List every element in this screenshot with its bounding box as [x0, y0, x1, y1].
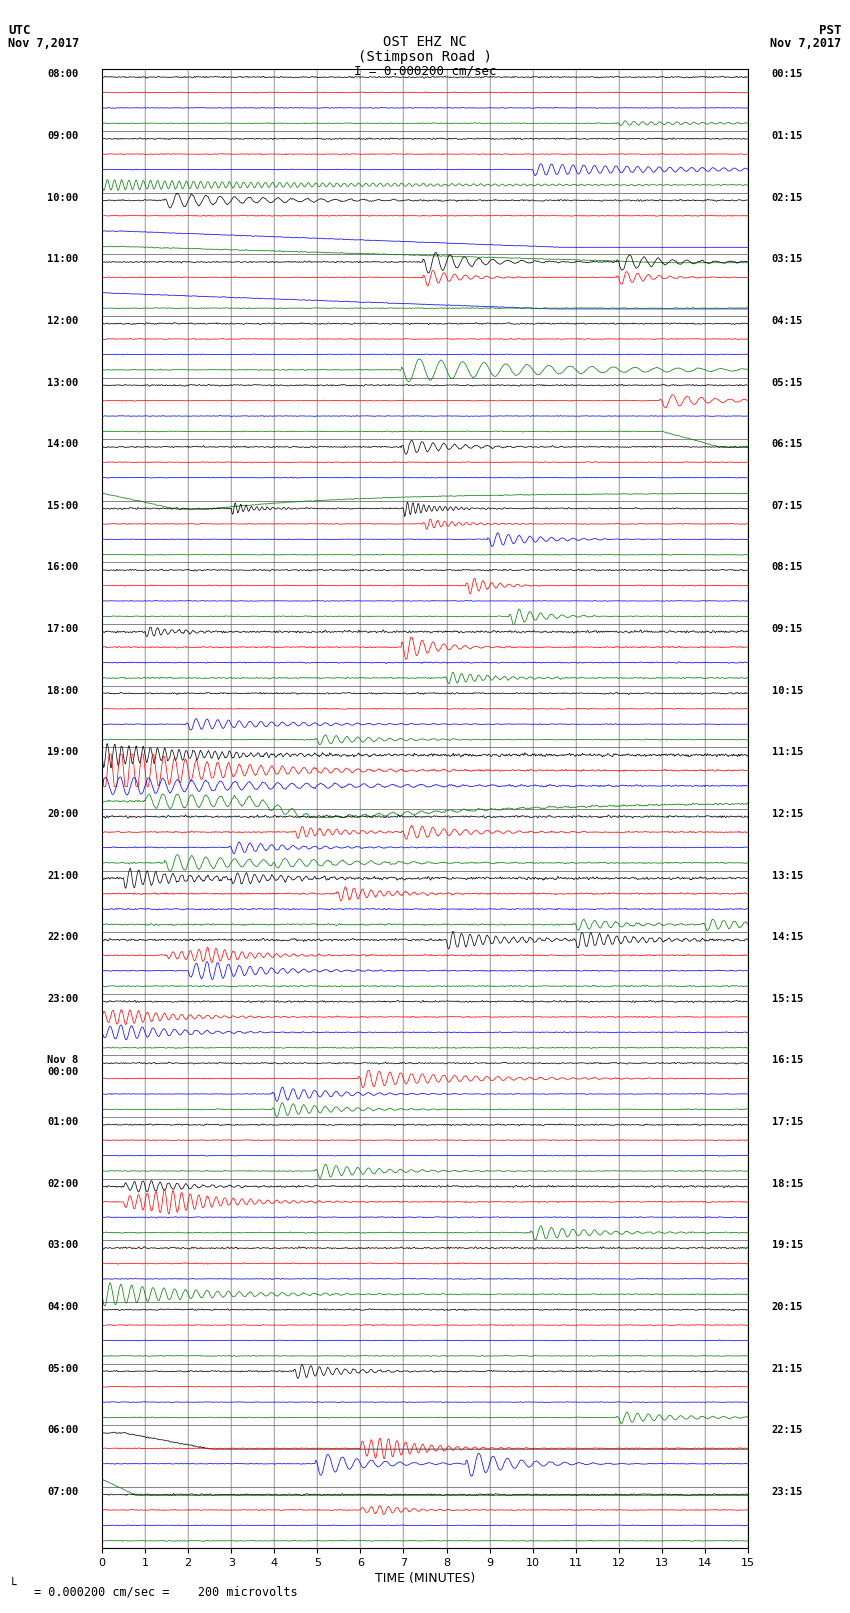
- Text: 19:00: 19:00: [47, 747, 78, 756]
- Text: Nov 8
00:00: Nov 8 00:00: [47, 1055, 78, 1077]
- Text: 21:00: 21:00: [47, 871, 78, 881]
- Text: 19:15: 19:15: [772, 1240, 803, 1250]
- Text: 18:15: 18:15: [772, 1179, 803, 1189]
- Text: UTC: UTC: [8, 24, 31, 37]
- Text: 22:00: 22:00: [47, 932, 78, 942]
- Text: 17:15: 17:15: [772, 1118, 803, 1127]
- Text: 23:15: 23:15: [772, 1487, 803, 1497]
- Text: 17:00: 17:00: [47, 624, 78, 634]
- Text: 16:15: 16:15: [772, 1055, 803, 1066]
- Text: Nov 7,2017: Nov 7,2017: [8, 37, 80, 50]
- Text: 03:15: 03:15: [772, 255, 803, 265]
- Text: 20:15: 20:15: [772, 1302, 803, 1311]
- Text: 11:00: 11:00: [47, 255, 78, 265]
- Text: 04:15: 04:15: [772, 316, 803, 326]
- Text: 12:15: 12:15: [772, 810, 803, 819]
- Text: 12:00: 12:00: [47, 316, 78, 326]
- Text: = 0.000200 cm/sec =    200 microvolts: = 0.000200 cm/sec = 200 microvolts: [34, 1586, 298, 1598]
- Text: 06:15: 06:15: [772, 439, 803, 448]
- Text: 16:00: 16:00: [47, 563, 78, 573]
- Text: 14:15: 14:15: [772, 932, 803, 942]
- Text: 05:15: 05:15: [772, 377, 803, 387]
- Text: 09:00: 09:00: [47, 131, 78, 140]
- Text: 02:00: 02:00: [47, 1179, 78, 1189]
- Text: (Stimpson Road ): (Stimpson Road ): [358, 50, 492, 65]
- Text: 21:15: 21:15: [772, 1363, 803, 1374]
- Text: 14:00: 14:00: [47, 439, 78, 448]
- Text: 18:00: 18:00: [47, 686, 78, 695]
- Text: 20:00: 20:00: [47, 810, 78, 819]
- Text: 10:15: 10:15: [772, 686, 803, 695]
- Text: 09:15: 09:15: [772, 624, 803, 634]
- Text: 03:00: 03:00: [47, 1240, 78, 1250]
- Text: 11:15: 11:15: [772, 747, 803, 756]
- Text: 07:15: 07:15: [772, 500, 803, 511]
- Text: 08:00: 08:00: [47, 69, 78, 79]
- Text: 15:00: 15:00: [47, 500, 78, 511]
- Text: 00:15: 00:15: [772, 69, 803, 79]
- Text: PST: PST: [819, 24, 842, 37]
- Text: I = 0.000200 cm/sec: I = 0.000200 cm/sec: [354, 65, 496, 77]
- Text: 02:15: 02:15: [772, 192, 803, 203]
- Text: 01:00: 01:00: [47, 1118, 78, 1127]
- Text: 23:00: 23:00: [47, 994, 78, 1003]
- Text: 08:15: 08:15: [772, 563, 803, 573]
- Text: 22:15: 22:15: [772, 1426, 803, 1436]
- Text: 15:15: 15:15: [772, 994, 803, 1003]
- Text: 13:00: 13:00: [47, 377, 78, 387]
- Text: 13:15: 13:15: [772, 871, 803, 881]
- Text: 07:00: 07:00: [47, 1487, 78, 1497]
- Text: Nov 7,2017: Nov 7,2017: [770, 37, 842, 50]
- X-axis label: TIME (MINUTES): TIME (MINUTES): [375, 1573, 475, 1586]
- Text: 05:00: 05:00: [47, 1363, 78, 1374]
- Text: 04:00: 04:00: [47, 1302, 78, 1311]
- Text: 01:15: 01:15: [772, 131, 803, 140]
- Text: 10:00: 10:00: [47, 192, 78, 203]
- Text: 06:00: 06:00: [47, 1426, 78, 1436]
- Text: └: └: [8, 1579, 16, 1592]
- Text: OST EHZ NC: OST EHZ NC: [383, 35, 467, 50]
